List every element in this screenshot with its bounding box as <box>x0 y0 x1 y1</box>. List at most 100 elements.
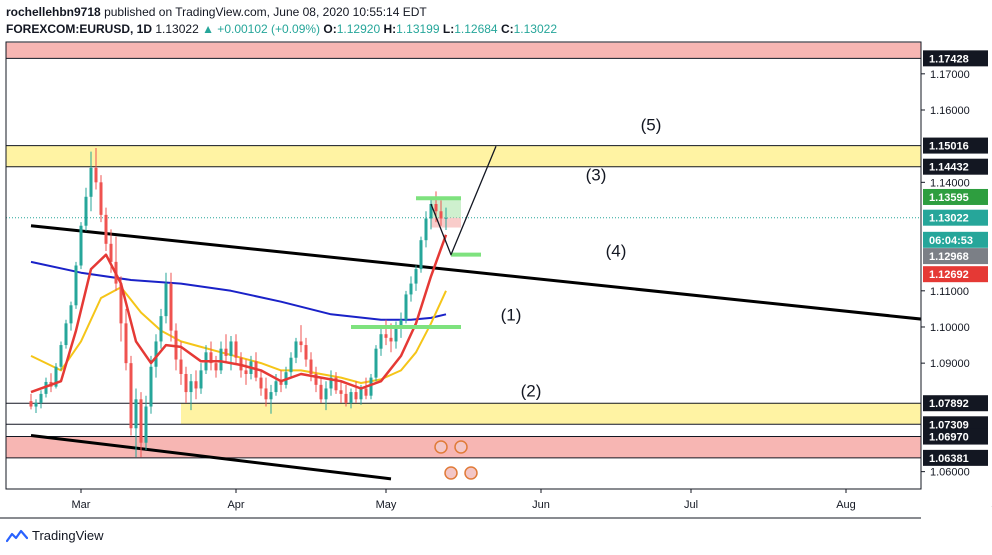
x-tick-label: Jun <box>532 499 550 511</box>
candle <box>184 366 188 403</box>
candle-body <box>94 167 98 183</box>
candle <box>264 377 268 407</box>
candle-body <box>409 283 413 295</box>
candle-body <box>74 265 78 306</box>
x-tick-label: Mar <box>72 499 91 511</box>
event-marker-icon <box>434 440 448 454</box>
candle <box>129 355 133 436</box>
wave-label: (1) <box>501 305 522 324</box>
publisher-name[interactable]: rochellehbn9718 <box>6 5 101 19</box>
event-marker-icon <box>454 440 468 454</box>
candle <box>409 276 413 302</box>
event-markers <box>434 440 478 480</box>
candle <box>39 390 43 409</box>
candle-body <box>229 341 233 356</box>
candle-body <box>214 363 218 371</box>
low-value: 1.12684 <box>454 22 498 36</box>
candle-body <box>404 294 408 320</box>
candle-body <box>319 384 323 400</box>
candle <box>304 337 308 367</box>
candle <box>419 236 423 273</box>
candle <box>289 352 293 378</box>
candle <box>94 147 98 190</box>
wave-label: (4) <box>606 241 627 260</box>
price-label: 1.13595 <box>923 188 988 205</box>
wave-label: (2) <box>521 381 542 400</box>
candle <box>369 373 373 400</box>
candle-body <box>309 359 313 374</box>
candle-body <box>279 381 283 385</box>
price-label: 1.07892 <box>923 395 988 412</box>
candle-body <box>59 345 63 367</box>
candle <box>404 290 408 324</box>
candle <box>224 334 228 364</box>
candle <box>364 377 368 400</box>
y-tick-label: 1.14000 <box>930 177 970 189</box>
candle-body <box>359 388 363 400</box>
price-label-bg <box>923 248 988 265</box>
candle <box>114 236 118 291</box>
price-label: 1.14432 <box>923 158 988 175</box>
candle <box>384 319 388 346</box>
price-chart[interactable]: (1) (2) (3) (4) (5) 1.17000 1.16000 1.14000 1.11… <box>0 0 992 520</box>
candle-body <box>369 377 373 396</box>
price-label-text: 1.07892 <box>929 398 969 410</box>
price-label-bg <box>923 266 988 283</box>
candle <box>259 370 263 396</box>
candle-body <box>429 204 433 219</box>
high-label: H: <box>383 22 397 36</box>
publisher-line: rochellehbn9718 published on TradingView… <box>6 5 427 19</box>
price-label: 1.13022 <box>923 209 988 226</box>
plot-area: (1) (2) (3) (4) (5) <box>6 42 921 481</box>
candle-body <box>269 392 273 400</box>
candle-body <box>39 393 43 403</box>
candle <box>139 392 143 458</box>
low-label: L: <box>442 22 455 36</box>
footer-brand[interactable]: TradingView <box>6 528 104 543</box>
candle-body <box>344 393 348 403</box>
candle <box>179 341 183 385</box>
ma-red-line <box>30 234 448 394</box>
candle <box>339 381 343 403</box>
price-label-bg <box>923 209 988 226</box>
candle <box>84 187 88 232</box>
zone-0 <box>6 42 921 59</box>
candle-body <box>199 370 203 389</box>
price-label: 1.06381 <box>923 449 988 466</box>
candle <box>34 399 38 414</box>
candle-body <box>234 341 238 358</box>
candle-body <box>354 392 358 400</box>
candle <box>334 372 338 394</box>
candle <box>439 200 443 226</box>
trendline-0 <box>30 224 921 321</box>
event-marker-icon <box>464 466 478 480</box>
price-label-bg <box>923 449 988 466</box>
candle-body <box>64 323 68 346</box>
candle-body <box>54 366 58 387</box>
candle <box>254 352 258 382</box>
symbol-name: FOREXCOM:EURUSD, 1D <box>6 22 153 36</box>
y-tick-label: 1.06000 <box>930 467 970 479</box>
price-label: 1.12968 <box>923 248 988 265</box>
candle-body <box>189 381 193 393</box>
high-value: 1.13199 <box>396 22 440 36</box>
candle <box>214 355 218 378</box>
candle-body <box>79 225 83 266</box>
price-change: ▲ +0.00102 (+0.09%) <box>202 22 321 36</box>
candle <box>124 308 128 371</box>
candle <box>244 359 248 385</box>
candle-body <box>34 402 38 407</box>
candle-body <box>389 337 393 342</box>
candle-body <box>179 359 183 374</box>
price-label-text: 1.12692 <box>929 269 969 281</box>
event-marker-icon <box>444 466 458 480</box>
candle-body <box>129 363 133 429</box>
candle-body <box>69 305 73 324</box>
y-tick-label: 1.10000 <box>930 322 970 334</box>
candle-body <box>414 269 418 284</box>
candle-body <box>29 401 33 407</box>
candle <box>89 151 93 212</box>
candle-body <box>209 352 213 364</box>
candle-body <box>419 240 423 270</box>
candle <box>354 381 358 403</box>
